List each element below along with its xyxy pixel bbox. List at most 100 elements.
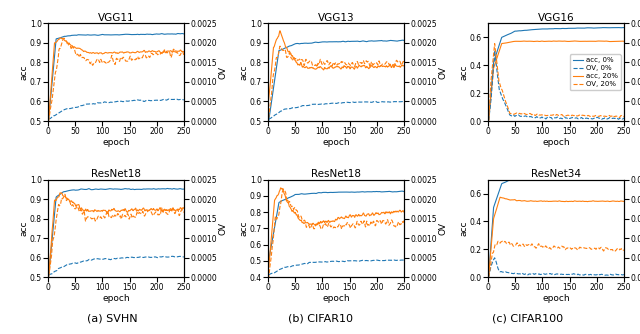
Line: OV, 0%: OV, 0%	[49, 99, 184, 119]
OV, 20%	[125, 56, 133, 60]
acc, 20%	[549, 39, 557, 43]
acc, 0%	[125, 32, 133, 36]
acc, 0%	[338, 39, 346, 43]
acc, 0%	[109, 187, 116, 191]
OV, 0%	[346, 259, 353, 263]
OV, 20%	[549, 245, 557, 249]
acc, 20%	[376, 65, 383, 69]
Text: (c) CIFAR100: (c) CIFAR100	[492, 314, 564, 324]
acc, 0%	[617, 26, 625, 30]
acc, 20%	[330, 66, 338, 70]
X-axis label: epoch: epoch	[322, 294, 350, 303]
acc, 0%	[400, 38, 408, 42]
acc, 20%	[276, 29, 284, 33]
Y-axis label: acc: acc	[19, 64, 28, 80]
OV, 0%	[125, 99, 133, 103]
acc, 20%	[109, 208, 117, 212]
acc, 0%	[399, 38, 406, 42]
X-axis label: epoch: epoch	[322, 138, 350, 147]
acc, 0%	[180, 32, 188, 36]
acc, 0%	[110, 187, 118, 191]
acc, 0%	[397, 189, 405, 193]
acc, 20%	[397, 64, 404, 68]
OV, 20%	[558, 244, 566, 248]
acc, 0%	[265, 120, 273, 124]
acc, 20%	[125, 51, 133, 55]
acc, 0%	[620, 171, 628, 175]
acc, 20%	[265, 266, 273, 270]
acc, 20%	[125, 209, 133, 213]
OV, 0%	[566, 117, 573, 121]
acc, 0%	[110, 33, 118, 37]
OV, 20%	[400, 219, 408, 223]
acc, 0%	[596, 171, 604, 175]
Line: OV, 0%: OV, 0%	[489, 50, 624, 121]
acc, 20%	[110, 50, 118, 54]
Line: OV, 20%: OV, 20%	[489, 44, 624, 121]
Line: OV, 20%: OV, 20%	[49, 194, 184, 276]
OV, 20%	[110, 60, 118, 64]
OV, 20%	[118, 57, 126, 61]
acc, 20%	[400, 210, 408, 214]
acc, 0%	[376, 39, 383, 43]
Text: (b) CIFAR10: (b) CIFAR10	[287, 314, 353, 324]
OV, 20%	[596, 114, 604, 118]
acc, 0%	[179, 31, 186, 35]
acc, 20%	[549, 199, 557, 203]
acc, 0%	[549, 173, 557, 177]
acc, 0%	[45, 275, 52, 279]
OV, 0%	[265, 117, 273, 121]
acc, 0%	[397, 38, 404, 42]
acc, 20%	[45, 119, 52, 123]
Line: acc, 0%: acc, 0%	[489, 28, 624, 120]
OV, 0%	[156, 255, 163, 259]
Y-axis label: acc: acc	[460, 64, 468, 80]
acc, 0%	[330, 190, 337, 194]
OV, 20%	[125, 217, 133, 221]
Y-axis label: OV: OV	[438, 222, 447, 235]
OV, 0%	[550, 273, 558, 277]
acc, 20%	[277, 186, 285, 190]
OV, 20%	[156, 213, 164, 217]
OV, 0%	[180, 98, 188, 102]
acc, 20%	[330, 219, 337, 223]
OV, 20%	[177, 209, 185, 213]
acc, 0%	[400, 189, 408, 193]
OV, 20%	[330, 225, 338, 229]
acc, 20%	[118, 208, 126, 212]
acc, 20%	[550, 39, 557, 43]
acc, 20%	[565, 39, 573, 43]
OV, 20%	[118, 214, 126, 218]
OV, 0%	[390, 258, 397, 262]
acc, 20%	[617, 39, 625, 43]
OV, 0%	[617, 116, 625, 120]
OV, 0%	[485, 275, 493, 279]
OV, 0%	[376, 100, 383, 104]
acc, 20%	[397, 210, 404, 214]
acc, 20%	[109, 51, 117, 55]
Title: ResNet18: ResNet18	[91, 169, 141, 179]
acc, 20%	[558, 199, 566, 203]
OV, 0%	[397, 258, 404, 262]
acc, 0%	[118, 33, 125, 37]
OV, 20%	[400, 60, 408, 64]
acc, 0%	[620, 26, 628, 30]
X-axis label: epoch: epoch	[542, 138, 570, 147]
OV, 20%	[550, 244, 558, 248]
acc, 20%	[265, 98, 273, 102]
OV, 0%	[596, 116, 604, 120]
X-axis label: epoch: epoch	[102, 138, 130, 147]
OV, 20%	[109, 213, 117, 217]
OV, 0%	[180, 255, 188, 259]
OV, 20%	[110, 214, 118, 218]
acc, 20%	[485, 118, 493, 122]
Line: acc, 0%: acc, 0%	[49, 33, 184, 120]
acc, 20%	[156, 206, 164, 210]
OV, 20%	[491, 42, 499, 46]
acc, 20%	[56, 36, 64, 40]
Title: VGG13: VGG13	[317, 13, 355, 23]
Text: (a) SVHN: (a) SVHN	[86, 314, 138, 324]
OV, 20%	[596, 246, 604, 250]
Y-axis label: acc: acc	[19, 221, 28, 236]
acc, 0%	[118, 187, 125, 191]
